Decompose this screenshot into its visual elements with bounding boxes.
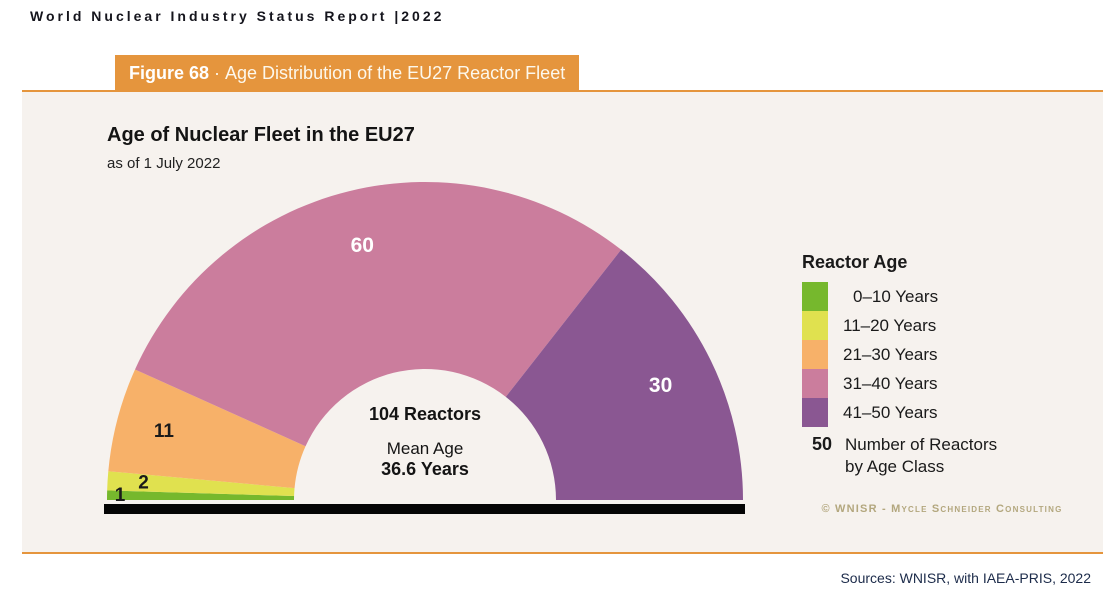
legend-item-2: 21–30 Years (802, 340, 1082, 369)
legend-swatch (802, 311, 828, 340)
legend-key-line1: Number of Reactors (845, 435, 998, 454)
slice-value-label-4: 30 (649, 374, 672, 397)
figure-banner: Figure 68 · Age Distribution of the EU27 R… (115, 55, 580, 91)
legend-item-1: 11–20 Years (802, 311, 1082, 340)
chart-title: Age of Nuclear Fleet in the EU27 (107, 124, 415, 146)
mean-age-value: 36.6 Years (381, 459, 469, 479)
legend-label: 11–20 Years (843, 315, 937, 335)
report-header: World Nuclear Industry Status Report |20… (30, 8, 445, 24)
copyright-note: © WNISR - Mycle Schneider Consulting (821, 503, 1063, 515)
legend-item-4: 41–50 Years (802, 398, 1082, 427)
donut-slice-2 (108, 369, 306, 489)
legend-swatch (802, 282, 828, 311)
legend-count-key: 50 Number of Reactors by Age Class (802, 434, 1082, 478)
total-reactors-label: 104 Reactors (368, 404, 482, 424)
chart-subtitle: as of 1 July 2022 (107, 155, 221, 172)
legend-swatch (802, 369, 828, 398)
sources-note: Sources: WNISR, with IAEA-PRIS, 2022 (840, 570, 1091, 586)
legend-label: 0–10 Years (853, 286, 939, 306)
legend-label: 41–50 Years (843, 402, 938, 422)
half-donut-chart: 12 11 60 30 (104, 182, 745, 514)
slice-value-label-2: 11 (154, 421, 175, 442)
donut-slice-3 (135, 182, 622, 447)
legend-swatch (802, 340, 828, 369)
legend-swatch (802, 398, 828, 427)
legend-items: 0–10 Years 11–20 Years 21–30 Years 31–40 Ye… (802, 282, 1082, 427)
figure-title: Age Distribution of the EU27 Reactor Fle… (225, 63, 566, 83)
legend-key-number: 50 (811, 434, 832, 454)
slice-value-label-0: 1 (115, 485, 126, 506)
donut-slice-4 (505, 249, 743, 500)
mean-age-label: Mean Age (386, 439, 464, 458)
slice-value-label-1: 2 (138, 473, 149, 494)
slice-value-label-3: 60 (351, 234, 374, 257)
legend-label: 31–40 Years (843, 373, 938, 393)
legend-item-3: 31–40 Years (802, 369, 1082, 398)
donut-slice-1 (107, 471, 295, 497)
legend-item-0: 0–10 Years (802, 282, 1082, 311)
legend-label: 21–30 Years (843, 344, 938, 364)
legend-key-text: Number of Reactors by Age Class (845, 434, 997, 478)
figure-separator: · (214, 63, 221, 83)
donut-slice-0 (107, 490, 295, 500)
figure-number-label: Figure 68 (129, 63, 210, 83)
chart-baseline-bar (104, 504, 745, 514)
legend-title: Reactor Age (802, 252, 908, 272)
legend-key-line2: by Age Class (845, 457, 945, 476)
legend: Reactor Age 0–10 Years 11–20 Years 21–30 Y… (802, 252, 1082, 478)
donut-center-text: 104 Reactors Mean Age 36.6 Years (330, 404, 520, 480)
